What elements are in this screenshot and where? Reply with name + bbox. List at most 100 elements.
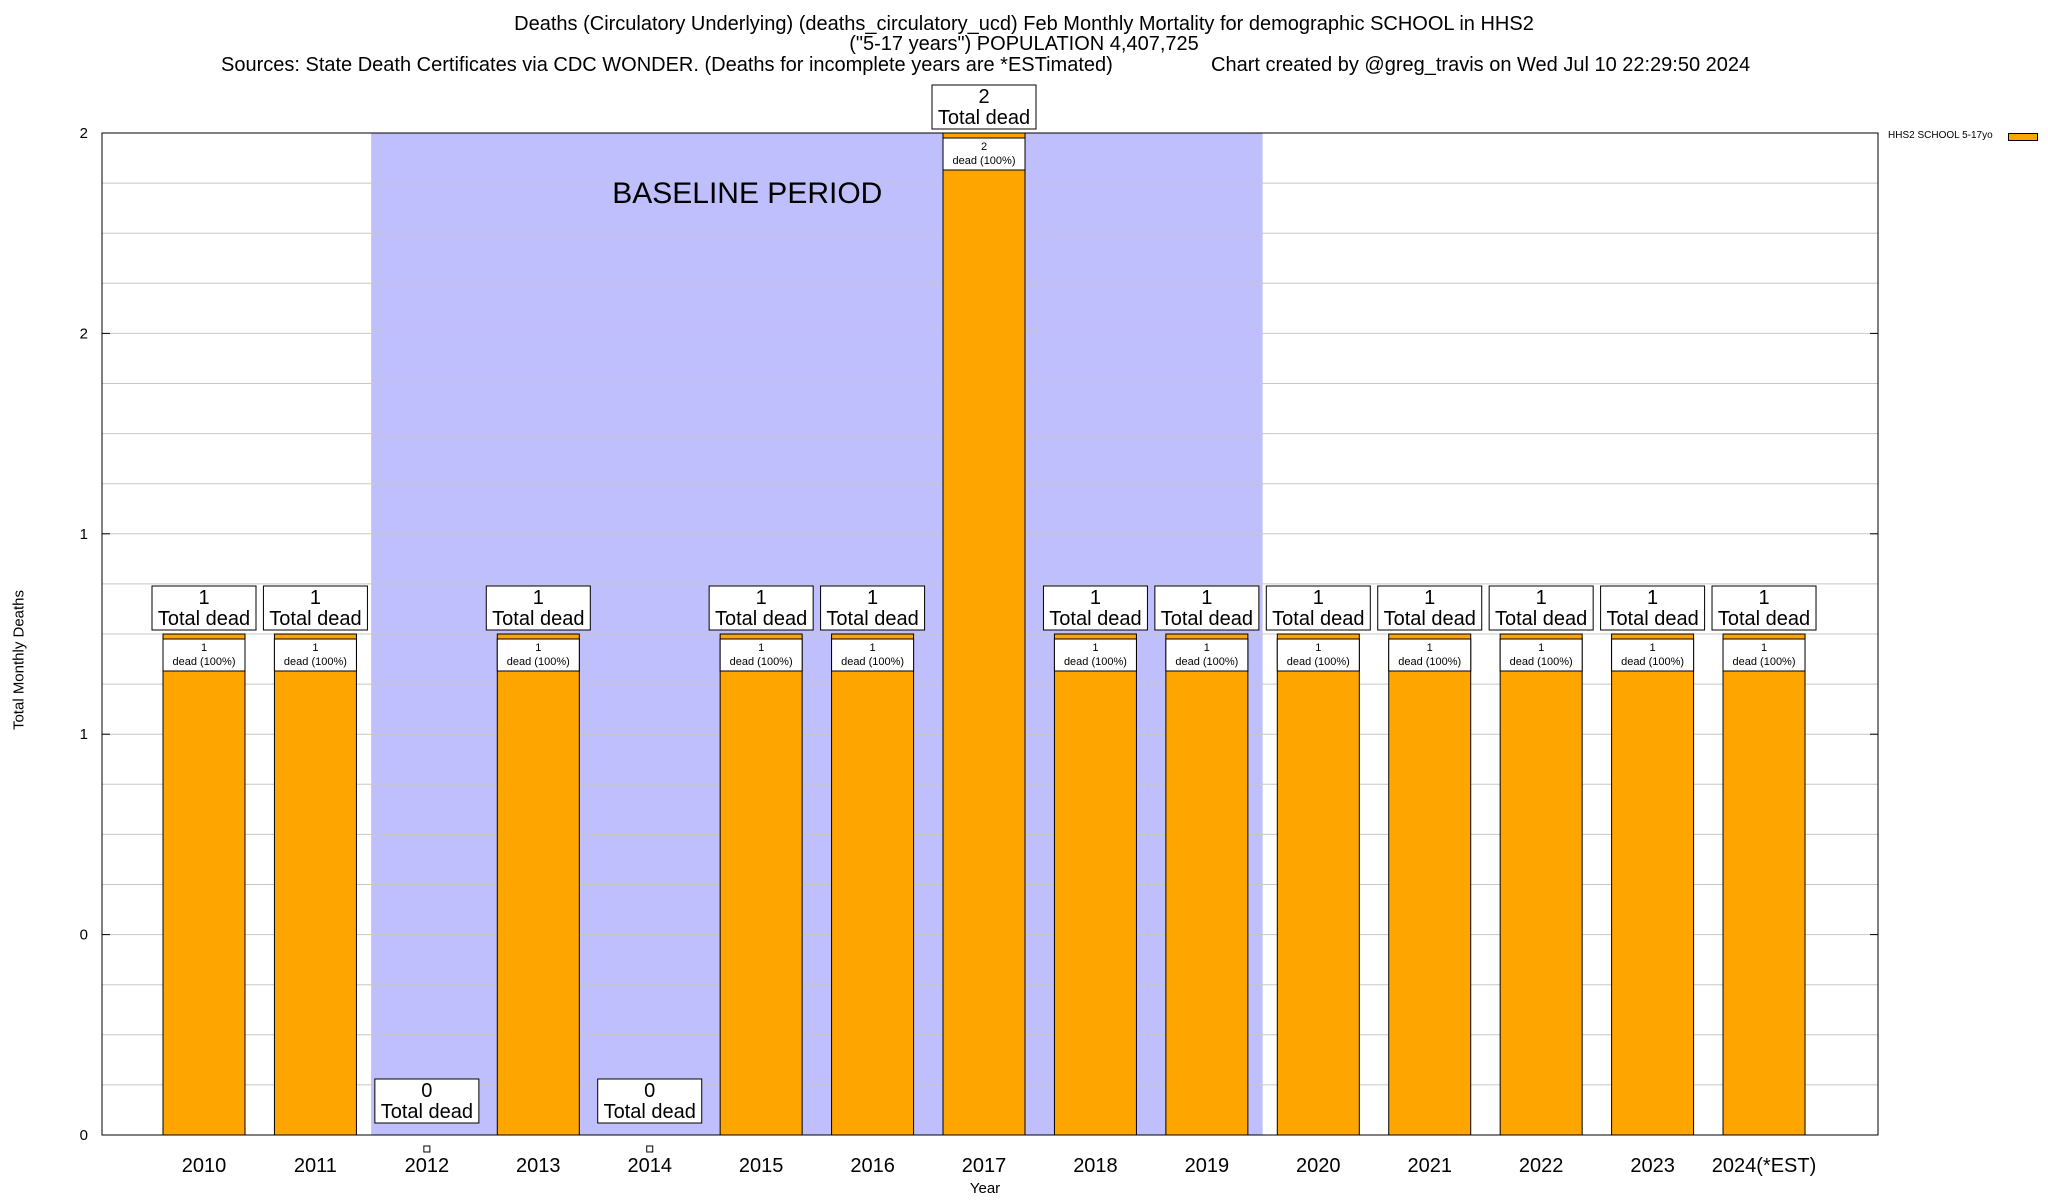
total-label-box-2018 bbox=[1042, 585, 1148, 631]
zero-marker-2014 bbox=[646, 1145, 654, 1153]
x-tick-label: 2015 bbox=[739, 1155, 784, 1177]
total-label-value: 2 bbox=[978, 86, 989, 108]
legend-swatch bbox=[2008, 133, 2038, 141]
total-label-box-2013 bbox=[485, 585, 591, 631]
bar-2021 bbox=[1388, 633, 1472, 1136]
inner-label-box-2013 bbox=[496, 638, 580, 672]
inner-label-box-2017 bbox=[942, 137, 1026, 171]
total-label-text: Total dead bbox=[604, 1101, 696, 1123]
total-label-box-2020 bbox=[1265, 585, 1371, 631]
bar-2020 bbox=[1276, 633, 1360, 1136]
total-label-text: Total dead bbox=[938, 107, 1030, 129]
total-label-box-2012 bbox=[374, 1078, 480, 1124]
total-label-text: Total dead bbox=[1606, 608, 1698, 630]
y-tick-label: 0 bbox=[80, 927, 88, 944]
baseline-label: BASELINE PERIOD bbox=[612, 177, 882, 210]
inner-label-value: 1 bbox=[758, 642, 764, 654]
x-tick-label: 2020 bbox=[1296, 1155, 1341, 1177]
bar-2018 bbox=[1053, 633, 1137, 1136]
inner-label-text: dead (100%) bbox=[730, 656, 793, 668]
x-tick-label: 2017 bbox=[962, 1155, 1007, 1177]
x-tick-label: 2022 bbox=[1519, 1155, 1564, 1177]
total-label-box-2010 bbox=[151, 585, 257, 631]
zero-marker-2012 bbox=[423, 1145, 431, 1153]
inner-label-box-2011 bbox=[273, 638, 357, 672]
credit-text: Chart created by @greg_travis on Wed Jul… bbox=[1211, 54, 1751, 76]
inner-label-value: 1 bbox=[312, 642, 318, 654]
inner-label-text: dead (100%) bbox=[1510, 656, 1573, 668]
total-label-value: 1 bbox=[1090, 587, 1101, 609]
total-label-text: Total dead bbox=[1272, 608, 1364, 630]
total-label-box-2016 bbox=[820, 585, 926, 631]
inner-label-value: 1 bbox=[1427, 642, 1433, 654]
bar-2011 bbox=[273, 633, 357, 1136]
inner-label-value: 1 bbox=[1650, 642, 1656, 654]
bar-2023 bbox=[1611, 633, 1695, 1136]
inner-label-value: 1 bbox=[1092, 642, 1098, 654]
total-label-box-2014 bbox=[597, 1078, 703, 1124]
inner-label-box-2024(*EST) bbox=[1722, 638, 1806, 672]
inner-label-box-2016 bbox=[831, 638, 915, 672]
bar-2016 bbox=[831, 633, 915, 1136]
total-label-value: 1 bbox=[198, 587, 209, 609]
inner-label-text: dead (100%) bbox=[953, 155, 1016, 167]
total-label-text: Total dead bbox=[1384, 608, 1476, 630]
inner-label-box-2022 bbox=[1499, 638, 1583, 672]
x-tick-label: 2012 bbox=[405, 1155, 450, 1177]
legend: HHS2 SCHOOL 5-17yo bbox=[1888, 130, 2038, 141]
x-tick-label: 2019 bbox=[1185, 1155, 1230, 1177]
bar-2019 bbox=[1165, 633, 1249, 1136]
x-tick-label: 2018 bbox=[1073, 1155, 1118, 1177]
total-label-box-2011 bbox=[262, 585, 368, 631]
total-label-text: Total dead bbox=[1495, 608, 1587, 630]
legend-label: HHS2 SCHOOL 5-17yo bbox=[1888, 130, 1993, 141]
inner-label-text: dead (100%) bbox=[1733, 656, 1796, 668]
inner-label-text: dead (100%) bbox=[284, 656, 347, 668]
y-tick-label: 1 bbox=[80, 726, 88, 743]
total-label-value: 1 bbox=[1647, 587, 1658, 609]
y-tick-label: 2 bbox=[80, 125, 88, 142]
total-label-box-2017 bbox=[931, 84, 1037, 130]
inner-label-text: dead (100%) bbox=[1064, 656, 1127, 668]
total-label-text: Total dead bbox=[715, 608, 807, 630]
y-tick-label: 1 bbox=[80, 526, 88, 543]
y-tick-label: 0 bbox=[80, 1127, 88, 1144]
bar-2017 bbox=[942, 132, 1026, 1136]
title-line-2: ("5-17 years") POPULATION 4,407,725 bbox=[849, 33, 1199, 55]
x-tick-label: 2024(*EST) bbox=[1712, 1155, 1817, 1177]
total-label-text: Total dead bbox=[492, 608, 584, 630]
inner-label-text: dead (100%) bbox=[1175, 656, 1238, 668]
inner-label-value: 1 bbox=[1315, 642, 1321, 654]
total-label-value: 1 bbox=[310, 587, 321, 609]
bar-2024(*EST) bbox=[1722, 633, 1806, 1136]
inner-label-value: 1 bbox=[1538, 642, 1544, 654]
total-label-text: Total dead bbox=[1161, 608, 1253, 630]
total-label-text: Total dead bbox=[1049, 608, 1141, 630]
x-tick-label: 2023 bbox=[1630, 1155, 1675, 1177]
x-tick-label: 2013 bbox=[516, 1155, 561, 1177]
bar-2015 bbox=[719, 633, 803, 1136]
inner-label-text: dead (100%) bbox=[507, 656, 570, 668]
inner-label-text: dead (100%) bbox=[1287, 656, 1350, 668]
x-axis-label: Year bbox=[969, 1180, 1001, 1197]
total-label-text: Total dead bbox=[826, 608, 918, 630]
total-label-value: 1 bbox=[1313, 587, 1324, 609]
total-label-box-2024(*EST) bbox=[1711, 585, 1817, 631]
total-label-value: 1 bbox=[1201, 587, 1212, 609]
total-label-text: Total dead bbox=[381, 1101, 473, 1123]
inner-label-box-2021 bbox=[1388, 638, 1472, 672]
total-label-value: 1 bbox=[533, 587, 544, 609]
inner-label-text: dead (100%) bbox=[1398, 656, 1461, 668]
x-tick-label: 2014 bbox=[627, 1155, 672, 1177]
total-label-text: Total dead bbox=[158, 608, 250, 630]
total-label-box-2023 bbox=[1600, 585, 1706, 631]
y-tick-label: 2 bbox=[80, 325, 88, 342]
inner-label-value: 1 bbox=[535, 642, 541, 654]
total-label-box-2015 bbox=[708, 585, 814, 631]
inner-label-value: 2 bbox=[981, 141, 987, 153]
total-label-value: 0 bbox=[644, 1080, 655, 1102]
plot-border bbox=[101, 132, 1879, 1136]
total-label-value: 0 bbox=[421, 1080, 432, 1102]
inner-label-text: dead (100%) bbox=[841, 656, 904, 668]
